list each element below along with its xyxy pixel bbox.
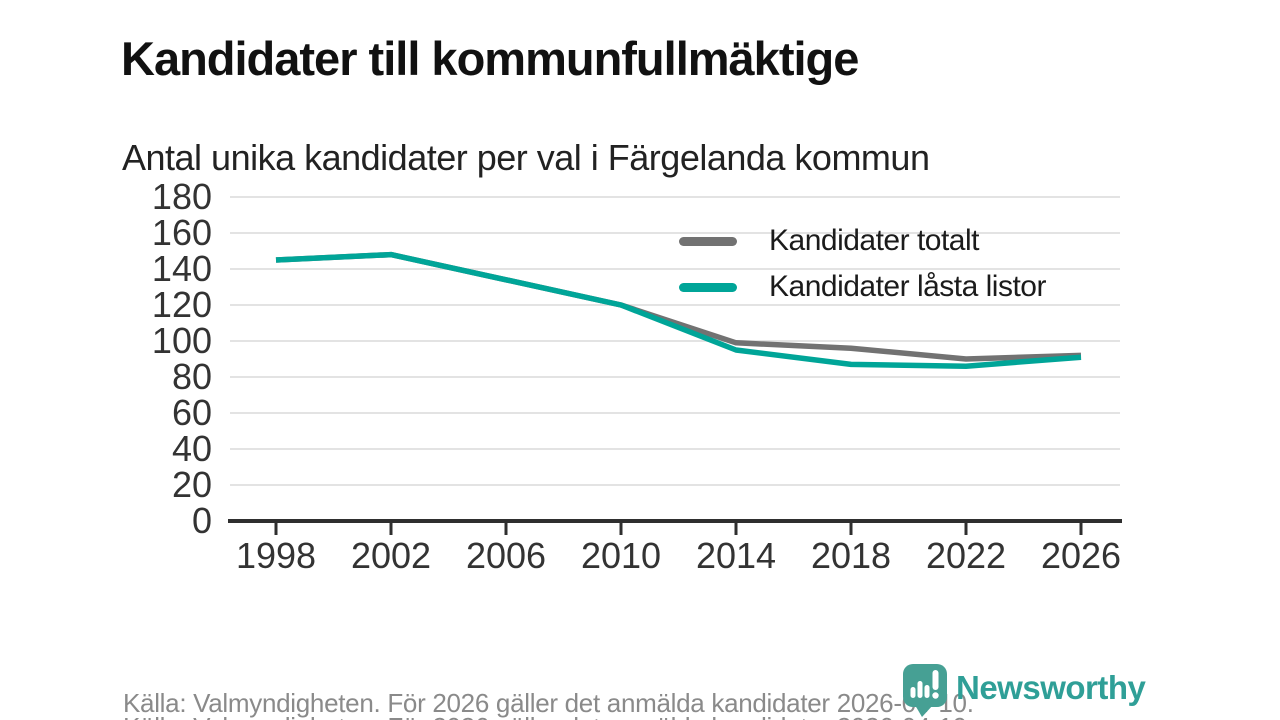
svg-text:2014: 2014 <box>696 535 776 576</box>
legend-label-totalt: Kandidater totalt <box>769 224 979 257</box>
svg-text:1998: 1998 <box>236 535 316 576</box>
svg-text:2010: 2010 <box>581 535 661 576</box>
chart-subtitle: Antal unika kandidater per val i Färgela… <box>122 136 930 178</box>
chart-title: Kandidater till kommunfullmäktige <box>121 32 859 86</box>
newsworthy-logo[interactable]: Newsworthy <box>902 664 1146 718</box>
svg-text:2022: 2022 <box>926 535 1006 576</box>
svg-text:2002: 2002 <box>351 535 431 576</box>
source-note-clipped-line: Källa: Valmyndigheten. För 2026 gäller d… <box>123 712 974 720</box>
svg-text:2026: 2026 <box>1041 535 1121 576</box>
svg-text:40: 40 <box>172 428 212 469</box>
legend-swatch-teal-icon <box>679 282 737 292</box>
svg-text:100: 100 <box>152 320 212 361</box>
svg-text:160: 160 <box>152 212 212 253</box>
newsworthy-bubble-icon <box>903 664 947 717</box>
chart-legend: Kandidater totalt Kandidater låsta listo… <box>679 218 1047 310</box>
source-note: Källa: Valmyndigheten. För 2026 gäller d… <box>123 688 974 718</box>
svg-text:2006: 2006 <box>466 535 546 576</box>
legend-label-lasta-listor: Kandidater låsta listor <box>769 270 1047 303</box>
svg-text:140: 140 <box>152 248 212 289</box>
legend-item-totalt: Kandidater totalt <box>679 218 1046 264</box>
svg-text:0: 0 <box>192 500 212 541</box>
svg-text:20: 20 <box>172 464 212 505</box>
newsworthy-logo-text: Newsworthy <box>956 669 1146 706</box>
svg-text:120: 120 <box>152 284 212 325</box>
svg-text:80: 80 <box>172 356 212 397</box>
svg-text:180: 180 <box>152 176 212 217</box>
svg-text:2018: 2018 <box>811 535 891 576</box>
legend-item-lasta-listor: Kandidater låsta listor <box>679 264 1047 310</box>
svg-text:60: 60 <box>172 392 212 433</box>
legend-swatch-gray-icon <box>679 236 737 246</box>
